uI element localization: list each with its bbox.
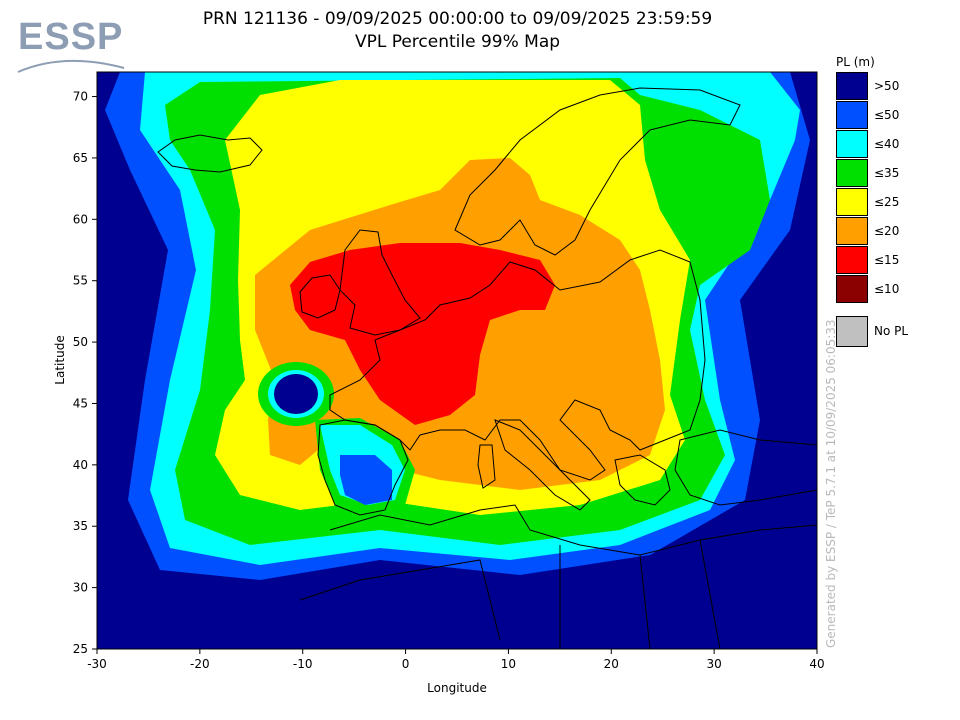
coastlines	[157, 87, 817, 649]
sardinia-corsica-coast	[477, 444, 496, 489]
legend-swatch	[836, 246, 868, 274]
legend-swatch	[836, 159, 868, 187]
zone-gt50-biscay	[274, 374, 318, 414]
y-tick-label: 25	[73, 642, 88, 656]
legend-item: ≤40	[836, 130, 946, 159]
legend-item: ≤50	[836, 101, 946, 130]
legend-swatch	[836, 72, 868, 100]
y-tick-label: 55	[73, 274, 88, 288]
x-tick-label: -20	[190, 657, 210, 671]
legend-item: ≤10	[836, 275, 946, 304]
essp-logo: ESSP	[14, 10, 134, 80]
map-title: PRN 121136 - 09/09/2025 00:00:00 to 09/0…	[202, 9, 713, 29]
legend-swatch	[836, 130, 868, 158]
iceland-coast	[157, 134, 263, 173]
x-tick-label: 40	[809, 657, 824, 671]
y-tick-label: 50	[73, 335, 88, 349]
x-axis-label: Longitude	[427, 681, 487, 695]
legend-label: ≤10	[874, 282, 900, 296]
generator-watermark: Generated by ESSP / TeP 5.7.1 at 10/09/2…	[824, 319, 838, 648]
legend-swatch-no-pl	[836, 316, 868, 347]
legend-label: >50	[874, 79, 900, 93]
italy-coast	[494, 419, 591, 511]
pl-contour-field	[97, 72, 817, 649]
borders-south	[299, 539, 721, 649]
x-tick-label: -30	[87, 657, 107, 671]
legend-swatch	[836, 101, 868, 129]
legend-label: ≤35	[874, 166, 900, 180]
legend-label: ≤25	[874, 195, 900, 209]
y-tick-label: 40	[73, 458, 88, 472]
legend-label: ≤40	[874, 137, 900, 151]
legend-label: ≤20	[874, 224, 900, 238]
legend-item: >50	[836, 72, 946, 101]
y-tick-label: 45	[73, 396, 88, 410]
x-tick-label: 0	[402, 657, 410, 671]
x-tick-label: 30	[707, 657, 722, 671]
legend-item: ≤15	[836, 246, 946, 275]
greece-coast	[614, 454, 671, 506]
north-africa-coast	[329, 504, 817, 556]
legend-item: ≤25	[836, 188, 946, 217]
logo-text: ESSP	[18, 16, 124, 58]
legend-swatch	[836, 275, 868, 303]
logo-swoosh	[17, 59, 125, 73]
x-tick-label: -10	[293, 657, 313, 671]
y-tick-label: 35	[73, 519, 88, 533]
legend-label-no-pl: No PL	[874, 324, 909, 338]
legend-no-pl: No PL	[836, 316, 946, 348]
legend-title: PL (m)	[836, 55, 875, 69]
legend-label: ≤50	[874, 108, 900, 122]
axis-ticks: -30 -20 -10 0 10 20 30 40 25 30 35 40 45 50 55 60 65 70	[73, 90, 825, 671]
iberia-coast	[317, 419, 409, 516]
y-tick-label: 30	[73, 581, 88, 595]
turkey-coast	[674, 429, 817, 506]
legend-swatch	[836, 217, 868, 245]
legend-swatch	[836, 188, 868, 216]
x-tick-label: 20	[604, 657, 619, 671]
y-tick-label: 65	[73, 151, 88, 165]
legend-item: ≤35	[836, 159, 946, 188]
x-tick-label: 10	[501, 657, 516, 671]
y-axis-label: Latitude	[53, 335, 67, 384]
scandinavia-coast	[454, 87, 741, 256]
legend-item: ≤20	[836, 217, 946, 246]
zone-le50-iberia	[340, 455, 392, 505]
britain-coast	[339, 229, 421, 336]
y-tick-label: 70	[73, 90, 88, 104]
y-tick-label: 60	[73, 212, 88, 226]
legend-label: ≤15	[874, 253, 900, 267]
zone-le15	[290, 243, 555, 425]
plot-frame	[96, 71, 818, 650]
ireland-coast	[299, 274, 341, 319]
map-subtitle: VPL Percentile 99% Map	[354, 32, 561, 52]
